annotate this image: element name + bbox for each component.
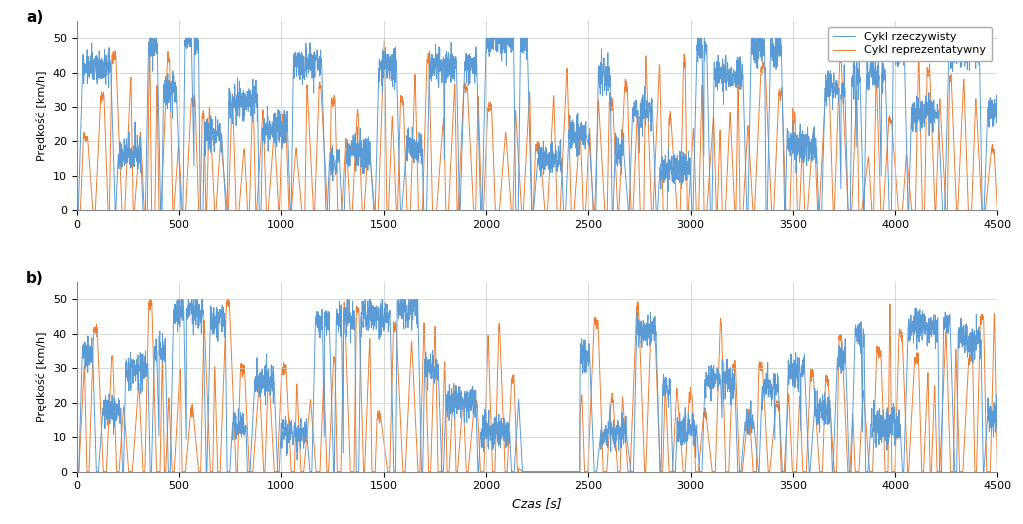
Cykl rzeczywisty — [991, 405, 1004, 411]
Cykl rzeczywisty — [624, 458, 636, 465]
Cykl reprezentatywny — [991, 207, 1004, 213]
Cykl rzeczywisty — [991, 98, 1004, 104]
Cykl rzeczywisty — [308, 358, 320, 365]
Cykl reprezentatywny — [143, 37, 155, 43]
Cykl reprezentatywny — [773, 414, 786, 421]
Cykl reprezentatywny — [355, 384, 367, 390]
X-axis label: Czas [s]: Czas [s] — [513, 497, 562, 510]
Cykl reprezentatywny — [939, 342, 951, 348]
Cykl reprezentatywny — [991, 468, 1004, 475]
Cykl rzeczywisty — [71, 468, 83, 475]
Cykl rzeczywisty — [355, 164, 367, 170]
Cykl rzeczywisty — [143, 35, 155, 41]
Cykl reprezentatywny — [773, 91, 786, 97]
Cykl rzeczywisty — [773, 410, 786, 416]
Cykl reprezentatywny — [71, 468, 83, 475]
Line: Cykl reprezentatywny: Cykl reprezentatywny — [77, 40, 997, 210]
Cykl rzeczywisty — [389, 77, 401, 83]
Cykl reprezentatywny — [624, 468, 636, 475]
Line: Cykl rzeczywisty: Cykl rzeczywisty — [77, 300, 997, 472]
Text: b): b) — [27, 271, 44, 286]
Cykl reprezentatywny — [71, 207, 83, 213]
Cykl rzeczywisty — [773, 52, 786, 59]
Cykl rzeczywisty — [389, 468, 401, 475]
Cykl rzeczywisty — [939, 184, 951, 191]
Cykl rzeczywisty — [624, 190, 636, 196]
Cykl reprezentatywny — [624, 166, 636, 172]
Cykl rzeczywisty — [355, 314, 367, 320]
Cykl rzeczywisty — [71, 207, 83, 213]
Cykl rzeczywisty — [174, 297, 186, 303]
Y-axis label: Prędkość [km/h]: Prędkość [km/h] — [37, 332, 47, 422]
Line: Cykl reprezentatywny: Cykl reprezentatywny — [77, 300, 997, 472]
Cykl rzeczywisty — [939, 309, 951, 315]
Cykl reprezentatywny — [143, 297, 155, 303]
Cykl reprezentatywny — [355, 182, 367, 188]
Legend: Cykl rzeczywisty, Cykl reprezentatywny: Cykl rzeczywisty, Cykl reprezentatywny — [828, 27, 992, 61]
Y-axis label: Prędkość [km/h]: Prędkość [km/h] — [37, 70, 47, 161]
Cykl rzeczywisty — [308, 49, 320, 55]
Cykl reprezentatywny — [939, 195, 951, 202]
Cykl reprezentatywny — [389, 321, 401, 328]
Line: Cykl rzeczywisty: Cykl rzeczywisty — [77, 38, 997, 210]
Cykl reprezentatywny — [308, 207, 320, 213]
Text: a): a) — [27, 9, 43, 25]
Cykl reprezentatywny — [389, 172, 401, 179]
Cykl reprezentatywny — [308, 447, 320, 453]
